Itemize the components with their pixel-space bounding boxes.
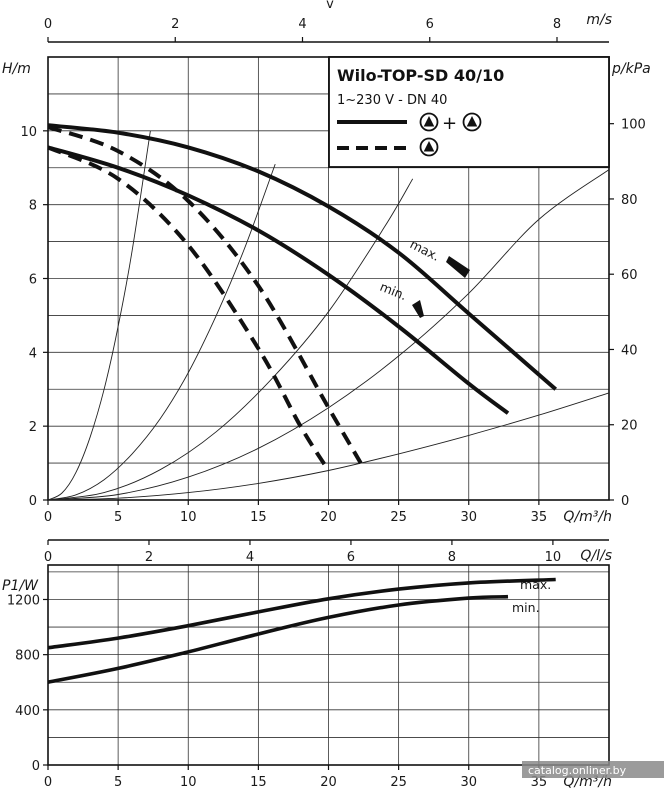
legend-plus: + [442, 113, 457, 134]
y-tick-label: 10 [20, 125, 37, 140]
min-label-bottom: min. [512, 600, 540, 615]
top-tick-label: 0 [44, 550, 52, 565]
x-tick-label: 0 [44, 775, 52, 790]
x-tick-label: 20 [320, 510, 337, 525]
y-tick-label: 4 [29, 346, 37, 361]
power-curve [47, 594, 509, 684]
x-tick-label: 15 [250, 510, 267, 525]
x-tick-label: 35 [531, 775, 548, 790]
x-tick-label: 25 [390, 510, 407, 525]
top-tick-label: 2 [145, 550, 153, 565]
curve-labels: max. min. max. min. [378, 236, 551, 615]
x-tick-label: 15 [250, 775, 267, 790]
x-tick-label: 35 [531, 510, 548, 525]
top-axis-label: Q/l/s [580, 548, 612, 564]
y2-tick-label: 80 [621, 193, 638, 208]
y-tick-label: 2 [29, 420, 37, 435]
y-axis-label: P1/W [2, 578, 39, 594]
top-tick-label: 4 [298, 17, 306, 32]
y-tick-label: 0 [32, 759, 40, 774]
y2-tick-label: 20 [621, 419, 638, 434]
system-curve [47, 178, 414, 501]
y2-tick-label: 40 [621, 343, 638, 358]
system-curve [47, 392, 610, 501]
y-tick-label: 400 [15, 704, 40, 719]
legend-box: Wilo-TOP-SD 40/10 1~230 V - DN 40 + [328, 56, 610, 168]
min-marker-icon [412, 300, 424, 318]
x-tick-label: 25 [390, 775, 407, 790]
min-label-top: min. [378, 279, 409, 303]
y-tick-label: 800 [15, 649, 40, 664]
watermark-text: catalog.onliner.by [528, 764, 627, 777]
system-curve [47, 169, 610, 501]
pump-symbol-icon [462, 112, 482, 132]
top-axis-label: m/s [586, 12, 612, 28]
max-marker-icon [446, 256, 470, 278]
y-tick-label: 8 [29, 199, 37, 214]
power-curve [47, 577, 556, 650]
top-tick-label: 6 [426, 17, 434, 32]
x-axis-label: Q/m³/h [563, 509, 612, 525]
x-tick-label: 0 [44, 510, 52, 525]
pump-symbol-icon [419, 112, 439, 132]
y-tick-label: 1200 [7, 593, 40, 608]
x-tick-label: 10 [180, 775, 197, 790]
top-tick-label: 10 [545, 550, 562, 565]
system-curve [47, 163, 276, 501]
y-tick-label: 6 [29, 273, 37, 288]
top-tick-label: 6 [347, 550, 355, 565]
pump-curve-dashed [47, 145, 331, 472]
top-tick-label: 8 [553, 17, 561, 32]
y2-tick-label: 100 [621, 118, 646, 133]
pump-curve-dashed [47, 125, 363, 465]
top-tick-label: 4 [246, 550, 254, 565]
y-axis-label: H/m [2, 61, 31, 77]
legend-subtitle: 1~230 V - DN 40 [337, 93, 447, 108]
top-tick-label: 0 [44, 17, 52, 32]
top-tick-label: 8 [448, 550, 456, 565]
max-label-bottom: max. [520, 577, 551, 592]
x-tick-label: 10 [180, 510, 197, 525]
x-tick-label: 5 [114, 775, 122, 790]
pump-curve-solid [47, 145, 510, 415]
max-label-top: max. [408, 236, 443, 264]
x-tick-label: 5 [114, 510, 122, 525]
x-tick-label: 30 [460, 510, 477, 525]
watermark: catalog.onliner.by [522, 761, 664, 778]
y2-tick-label: 0 [621, 494, 629, 509]
top-tick-label: 2 [171, 17, 179, 32]
legend-title: Wilo-TOP-SD 40/10 [337, 66, 504, 85]
y2-tick-label: 60 [621, 268, 638, 283]
system-curve [47, 130, 151, 501]
pump-symbol-icon [419, 137, 439, 157]
y-tick-label: 0 [29, 494, 37, 509]
x-tick-label: 30 [460, 775, 477, 790]
watermark-background [522, 761, 664, 778]
x-tick-label: 20 [320, 775, 337, 790]
y2-axis-label: p/kPa [611, 61, 651, 77]
pump-curve-solid [47, 123, 558, 391]
top-axis-letter: v [326, 0, 334, 12]
